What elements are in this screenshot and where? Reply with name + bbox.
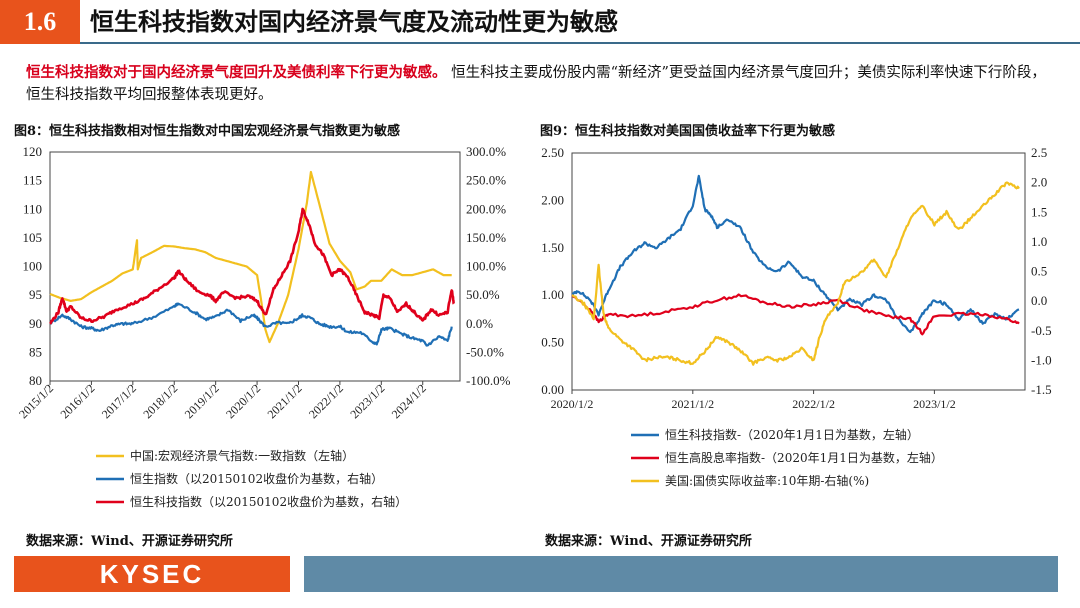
plot-frame xyxy=(49,151,461,382)
left-tick-label: 0.00 xyxy=(541,382,564,397)
series-line-1 xyxy=(571,293,1020,336)
fig8-source: 数据来源：Wind、开源证券研究所 xyxy=(26,534,233,549)
left-tick-label: 80 xyxy=(29,373,42,388)
left-tick-label: 2.00 xyxy=(541,192,564,207)
right-tick-label: 150.0% xyxy=(466,230,506,245)
left-tick-label: 85 xyxy=(29,344,42,359)
page-title: 恒生科技指数对国内经济景气度及流动性更为敏感 xyxy=(90,7,618,36)
left-tick-label: 1.00 xyxy=(541,287,564,302)
x-tick-label: 2016/1/2 xyxy=(57,381,97,421)
fig9-chart: 0.00 0.50 1.00 1.50 2.00 2.50 -1.5 -1.0 -0.5 0.0 0… xyxy=(541,145,1052,488)
x-tick-label: 2023/1/2 xyxy=(913,397,956,411)
left-tick-label: 115 xyxy=(23,173,42,188)
series-line-2 xyxy=(49,207,455,325)
left-tick-label: 110 xyxy=(23,201,42,216)
series-line-0 xyxy=(49,170,452,344)
right-tick-label: 1.5 xyxy=(1031,204,1047,219)
right-tick-label: 2.5 xyxy=(1031,145,1047,160)
legend-label: 恒生科技指数（以20150102收盘价为基数，右轴） xyxy=(130,494,407,509)
left-tick-label: 100 xyxy=(23,259,43,274)
right-tick-label: -1.5 xyxy=(1031,382,1052,397)
series-line-2 xyxy=(571,181,1020,366)
legend-label: 恒生指数（以20150102收盘价为基数，右轴） xyxy=(130,471,383,486)
right-tick-label: 50.0% xyxy=(466,287,500,302)
fig8-chart: 80 85 90 95 100 105 110 115 120 -100.0% -50.0% 0.0%… xyxy=(16,144,511,509)
kysec-logo: KYSEC xyxy=(14,556,290,592)
x-tick-label: 2021/1/2 xyxy=(671,397,714,411)
right-tick-label: 0.0% xyxy=(466,316,493,331)
series-line-0 xyxy=(571,174,1020,334)
x-tick-label: 2024/1/2 xyxy=(389,381,429,421)
right-tick-label: 0.0 xyxy=(1031,293,1047,308)
intro-body: 恒生科技主要成份股内需“新经济”更受益国内经济景气度回升；美债实际利率快速下行阶… xyxy=(26,65,1046,103)
x-tick-label: 2023/1/2 xyxy=(347,381,387,421)
fig9-source: 数据来源：Wind、开源证券研究所 xyxy=(545,534,752,549)
right-tick-label: 250.0% xyxy=(466,173,506,188)
fig9-title: 图9：恒生科技指数对美国国债收益率下行更为敏感 xyxy=(540,124,836,139)
x-tick-label: 2022/1/2 xyxy=(792,397,835,411)
x-tick-label: 2022/1/2 xyxy=(306,381,346,421)
left-tick-label: 1.50 xyxy=(541,240,564,255)
right-tick-label: 0.5 xyxy=(1031,264,1047,279)
x-tick-label: 2020/1/2 xyxy=(551,397,594,411)
x-tick-label: 2018/1/2 xyxy=(140,381,180,421)
left-tick-label: 90 xyxy=(29,316,42,331)
left-tick-label: 2.50 xyxy=(541,145,564,160)
legend-label: 恒生科技指数-（2020年1月1日为基数，左轴） xyxy=(665,427,919,442)
right-tick-label: 100.0% xyxy=(466,259,506,274)
footer-bar xyxy=(304,556,1058,592)
left-tick-label: 0.50 xyxy=(541,335,564,350)
right-tick-label: -0.5 xyxy=(1031,323,1052,338)
section-number: 1.6 xyxy=(0,0,80,44)
x-tick-label: 2021/1/2 xyxy=(265,381,305,421)
right-tick-label: 200.0% xyxy=(466,201,506,216)
header-divider xyxy=(80,42,1080,44)
legend-label: 恒生高股息率指数-（2020年1月1日为基数，左轴） xyxy=(665,450,943,465)
left-tick-label: 95 xyxy=(29,287,42,302)
right-tick-label: 300.0% xyxy=(466,144,506,159)
x-tick-label: 2017/1/2 xyxy=(99,381,139,421)
x-tick-label: 2020/1/2 xyxy=(223,381,263,421)
plot-frame xyxy=(571,152,1026,391)
intro-highlight: 恒生科技指数对于国内经济景气度回升及美债利率下行更为敏感。 xyxy=(26,64,447,81)
right-tick-label: -100.0% xyxy=(466,373,511,388)
right-tick-label: 2.0 xyxy=(1031,175,1047,190)
series-line-1 xyxy=(49,302,453,347)
right-tick-label: 1.0 xyxy=(1031,234,1047,249)
legend-label: 中国:宏观经济景气指数:一致指数（左轴） xyxy=(130,448,354,463)
fig8-title: 图8：恒生科技指数相对恒生指数对中国宏观经济景气指数更为敏感 xyxy=(14,124,401,139)
left-tick-label: 105 xyxy=(23,230,43,245)
legend-label: 美国:国债实际收益率:10年期-右轴(%) xyxy=(665,473,869,488)
header: 1.6 恒生科技指数对国内经济景气度及流动性更为敏感 xyxy=(0,0,1080,46)
intro-paragraph: 恒生科技指数对于国内经济景气度回升及美债利率下行更为敏感。 恒生科技主要成份股内… xyxy=(26,62,1056,106)
x-tick-label: 2019/1/2 xyxy=(182,381,222,421)
right-tick-label: -1.0 xyxy=(1031,352,1052,367)
left-tick-label: 120 xyxy=(23,144,43,159)
right-tick-label: -50.0% xyxy=(466,344,504,359)
